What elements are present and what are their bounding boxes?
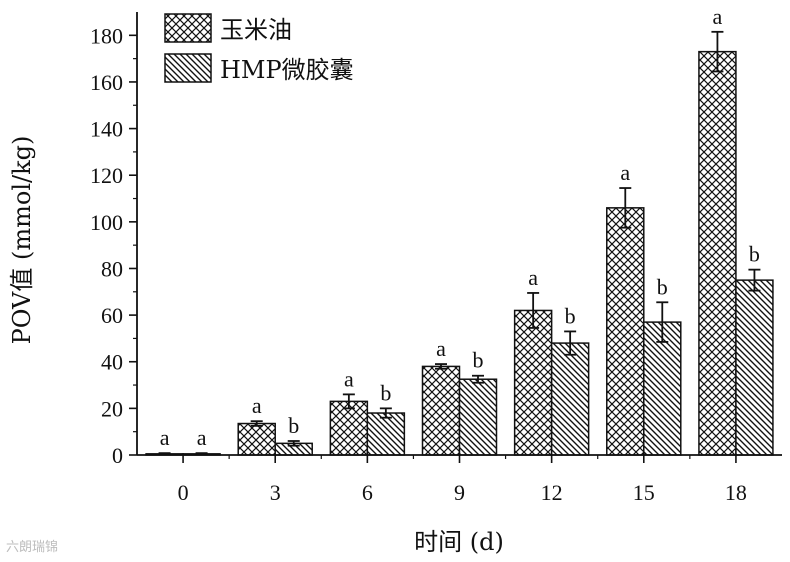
y-tick-label: 20 xyxy=(101,396,123,421)
x-ticks: 0 3 6 9 12 15 18 xyxy=(178,455,747,505)
bar-series-2 xyxy=(550,342,590,456)
bar-series-2 xyxy=(458,378,498,456)
significance-label: b xyxy=(657,274,668,299)
significance-label: b xyxy=(565,303,576,328)
x-tick-label: 15 xyxy=(633,480,655,505)
x-tick-label: 9 xyxy=(454,480,465,505)
y-axis-title: POV值 (mmol/kg) xyxy=(8,136,36,345)
bar-series-1 xyxy=(698,50,737,456)
x-tick-label: 3 xyxy=(270,480,281,505)
legend-label-hmp: HMP微胶囊 xyxy=(220,56,354,84)
significance-label: b xyxy=(473,348,484,373)
bar-series-1 xyxy=(237,422,276,456)
significance-label: b xyxy=(380,380,391,405)
significance-label: a xyxy=(344,366,354,391)
y-tick-label: 120 xyxy=(90,163,123,188)
y-ticks: 0 20 40 60 80 100 120 140 160 180 xyxy=(90,23,137,468)
bar-series-2 xyxy=(735,279,774,456)
significance-label: a xyxy=(436,336,446,361)
y-tick-label: 80 xyxy=(101,256,123,281)
y-tick-label: 0 xyxy=(112,443,123,468)
y-tick-label: 60 xyxy=(101,303,123,328)
significance-label: a xyxy=(160,425,170,450)
x-tick-label: 12 xyxy=(541,480,563,505)
y-tick-label: 140 xyxy=(90,117,123,142)
y-tick-label: 160 xyxy=(90,70,123,95)
bar-series-1 xyxy=(329,400,369,456)
bar-series-1 xyxy=(421,365,461,456)
x-axis-title: 时间 (d) xyxy=(414,528,504,556)
significance-label: b xyxy=(288,413,299,438)
significance-label: a xyxy=(528,265,538,290)
significance-label: a xyxy=(252,393,262,418)
significance-label: a xyxy=(713,4,723,29)
y-tick-label: 180 xyxy=(90,23,123,48)
legend-swatch-corn-oil xyxy=(164,13,212,43)
x-tick-label: 0 xyxy=(178,480,189,505)
significance-labels: a a a b a b a b a b a b a b xyxy=(160,4,760,450)
legend: 玉米油 HMP微胶囊 xyxy=(164,13,354,84)
bars xyxy=(145,50,774,456)
x-tick-label: 18 xyxy=(725,480,747,505)
significance-label: a xyxy=(620,160,630,185)
bar-series-2 xyxy=(366,412,406,456)
legend-swatch-hmp xyxy=(164,53,212,83)
bar-series-1 xyxy=(606,207,645,456)
y-tick-label: 40 xyxy=(101,350,123,375)
legend-label-corn-oil: 玉米油 xyxy=(220,16,292,44)
significance-label: a xyxy=(197,425,207,450)
significance-label: b xyxy=(749,242,760,267)
bar-series-1 xyxy=(513,309,553,456)
x-tick-label: 6 xyxy=(362,480,373,505)
watermark: 六朗瑞锦 xyxy=(6,540,59,555)
y-tick-label: 100 xyxy=(90,210,123,235)
